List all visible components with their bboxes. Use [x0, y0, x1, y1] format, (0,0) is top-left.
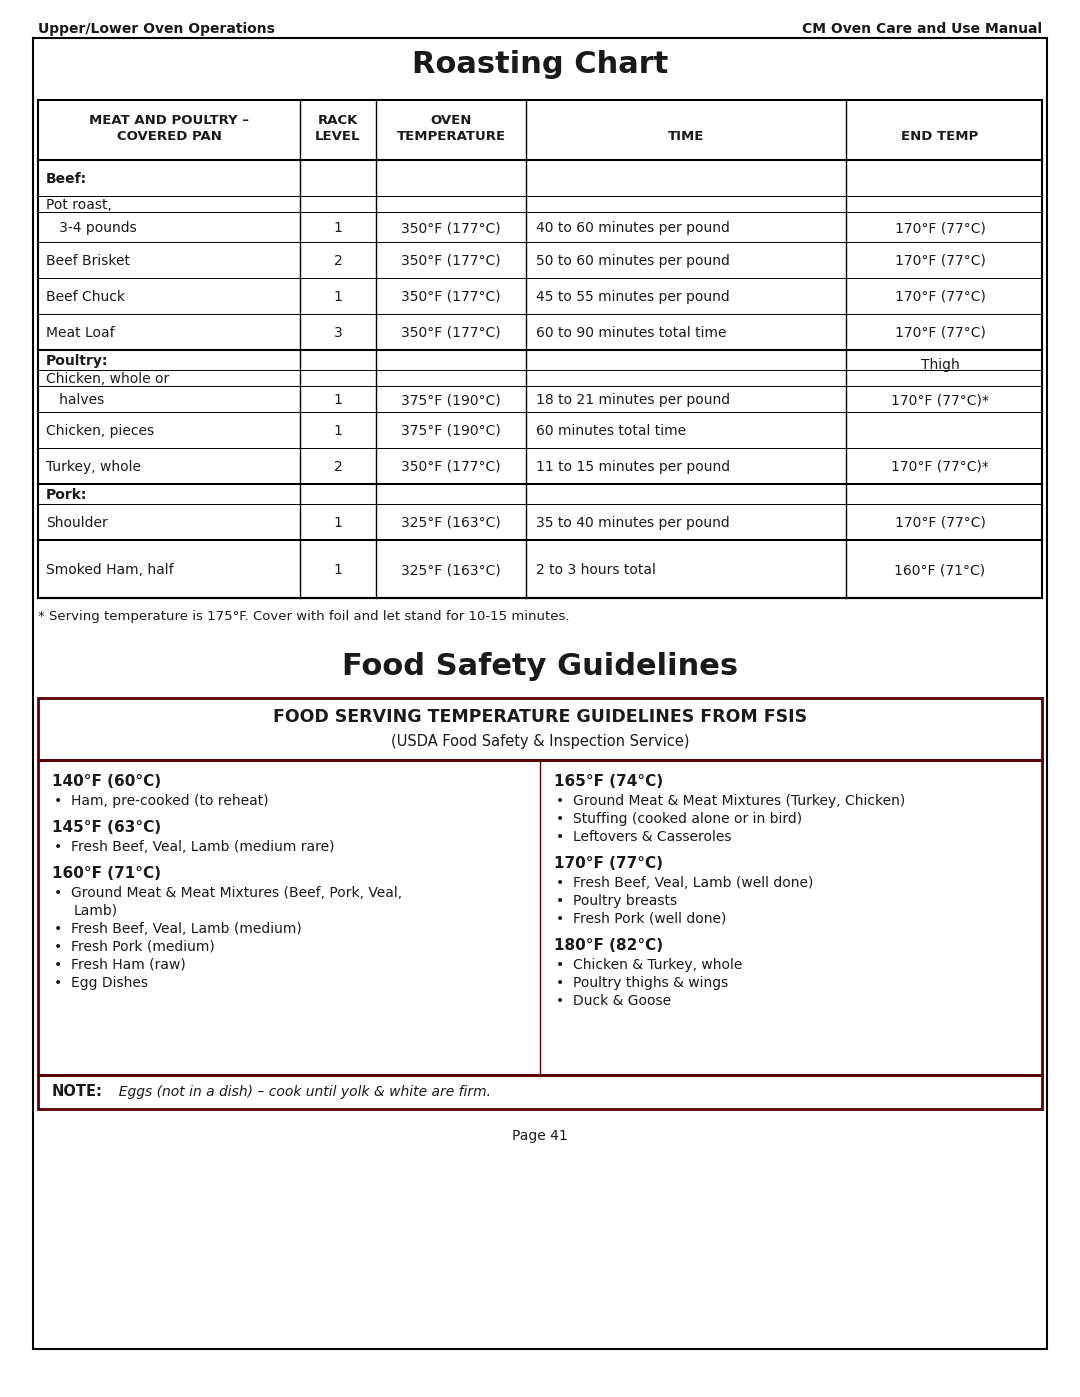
- Text: 40 to 60 minutes per pound: 40 to 60 minutes per pound: [536, 221, 730, 235]
- Text: •  Ground Meat & Meat Mixtures (Beef, Pork, Veal,: • Ground Meat & Meat Mixtures (Beef, Por…: [54, 886, 402, 900]
- Text: Meat Loaf: Meat Loaf: [46, 326, 114, 339]
- Text: 325°F (163°C): 325°F (163°C): [401, 563, 501, 577]
- Text: Eggs (not in a dish) – cook until yolk & white are firm.: Eggs (not in a dish) – cook until yolk &…: [110, 1085, 491, 1099]
- Text: COVERED PAN: COVERED PAN: [117, 130, 221, 142]
- Text: 35 to 40 minutes per pound: 35 to 40 minutes per pound: [536, 515, 730, 529]
- Text: 60 to 90 minutes total time: 60 to 90 minutes total time: [536, 326, 727, 339]
- Text: 350°F (177°C): 350°F (177°C): [401, 460, 501, 474]
- Text: 170°F (77°C): 170°F (77°C): [554, 856, 663, 870]
- Text: •  Fresh Beef, Veal, Lamb (medium rare): • Fresh Beef, Veal, Lamb (medium rare): [54, 840, 335, 854]
- Text: •  Egg Dishes: • Egg Dishes: [54, 977, 148, 990]
- Text: FOOD SERVING TEMPERATURE GUIDELINES FROM FSIS: FOOD SERVING TEMPERATURE GUIDELINES FROM…: [273, 708, 807, 726]
- Text: 45 to 55 minutes per pound: 45 to 55 minutes per pound: [536, 291, 730, 305]
- Text: 2 to 3 hours total: 2 to 3 hours total: [536, 563, 656, 577]
- Text: (USDA Food Safety & Inspection Service): (USDA Food Safety & Inspection Service): [391, 733, 689, 749]
- Text: 375°F (190°C): 375°F (190°C): [401, 425, 501, 439]
- Text: Chicken, whole or: Chicken, whole or: [46, 372, 170, 386]
- Text: OVEN: OVEN: [430, 115, 472, 127]
- Text: Beef:: Beef:: [46, 172, 87, 186]
- Text: 2: 2: [334, 254, 342, 268]
- Bar: [38, 101, 1042, 161]
- Text: 3: 3: [334, 326, 342, 339]
- Text: 350°F (177°C): 350°F (177°C): [401, 221, 501, 235]
- Text: •  Ground Meat & Meat Mixtures (Turkey, Chicken): • Ground Meat & Meat Mixtures (Turkey, C…: [556, 793, 905, 807]
- Text: Beef Chuck: Beef Chuck: [46, 291, 125, 305]
- Text: 11 to 15 minutes per pound: 11 to 15 minutes per pound: [536, 460, 730, 474]
- Text: Poultry:: Poultry:: [46, 353, 108, 367]
- Text: 1: 1: [334, 221, 342, 235]
- Text: 170°F (77°C)*: 170°F (77°C)*: [891, 393, 989, 407]
- Text: •  Poultry thighs & wings: • Poultry thighs & wings: [556, 977, 728, 990]
- Text: 170°F (77°C): 170°F (77°C): [894, 254, 985, 268]
- Text: 170°F (77°C)*: 170°F (77°C)*: [891, 460, 989, 474]
- Text: NOTE:: NOTE:: [52, 1084, 103, 1099]
- Text: 165°F (74°C): 165°F (74°C): [554, 774, 663, 789]
- Text: •  Fresh Pork (well done): • Fresh Pork (well done): [556, 912, 727, 926]
- Text: •  Poultry breasts: • Poultry breasts: [556, 894, 677, 908]
- Text: •  Stuffing (cooked alone or in bird): • Stuffing (cooked alone or in bird): [556, 812, 802, 826]
- Text: 50 to 60 minutes per pound: 50 to 60 minutes per pound: [536, 254, 730, 268]
- Text: CM Oven Care and Use Manual: CM Oven Care and Use Manual: [801, 22, 1042, 36]
- Bar: [38, 760, 1042, 1076]
- Text: 350°F (177°C): 350°F (177°C): [401, 326, 501, 339]
- Text: 160°F (71°C): 160°F (71°C): [894, 563, 986, 577]
- Text: 2: 2: [334, 460, 342, 474]
- Text: Chicken, pieces: Chicken, pieces: [46, 425, 154, 439]
- Text: 170°F (77°C): 170°F (77°C): [894, 326, 985, 339]
- Text: TEMPERATURE: TEMPERATURE: [396, 130, 505, 142]
- Text: RACK: RACK: [318, 115, 359, 127]
- Text: TIME: TIME: [667, 130, 704, 142]
- Text: •  Duck & Goose: • Duck & Goose: [556, 995, 671, 1009]
- Text: LEVEL: LEVEL: [315, 130, 361, 142]
- Text: Shoulder: Shoulder: [46, 515, 108, 529]
- Text: •  Fresh Beef, Veal, Lamb (medium): • Fresh Beef, Veal, Lamb (medium): [54, 922, 301, 936]
- Text: 1: 1: [334, 291, 342, 305]
- Text: 350°F (177°C): 350°F (177°C): [401, 291, 501, 305]
- Text: •  Ham, pre-cooked (to reheat): • Ham, pre-cooked (to reheat): [54, 793, 269, 807]
- Text: 140°F (60°C): 140°F (60°C): [52, 774, 161, 789]
- Text: 170°F (77°C): 170°F (77°C): [894, 291, 985, 305]
- Text: 170°F (77°C): 170°F (77°C): [894, 515, 985, 529]
- Text: 180°F (82°C): 180°F (82°C): [554, 937, 663, 953]
- Text: Thigh: Thigh: [920, 358, 959, 372]
- Text: 160°F (71°C): 160°F (71°C): [52, 866, 161, 882]
- Text: Roasting Chart: Roasting Chart: [411, 50, 669, 80]
- Text: •  Fresh Beef, Veal, Lamb (well done): • Fresh Beef, Veal, Lamb (well done): [556, 876, 813, 890]
- Text: Beef Brisket: Beef Brisket: [46, 254, 130, 268]
- Text: 3-4 pounds: 3-4 pounds: [46, 221, 137, 235]
- Text: 325°F (163°C): 325°F (163°C): [401, 515, 501, 529]
- Bar: [38, 101, 1042, 598]
- Text: 145°F (63°C): 145°F (63°C): [52, 820, 161, 835]
- Text: Turkey, whole: Turkey, whole: [46, 460, 141, 474]
- Text: •  Fresh Ham (raw): • Fresh Ham (raw): [54, 958, 186, 972]
- Text: 1: 1: [334, 425, 342, 439]
- Text: Food Safety Guidelines: Food Safety Guidelines: [342, 652, 738, 680]
- Text: 350°F (177°C): 350°F (177°C): [401, 254, 501, 268]
- Text: •  Chicken & Turkey, whole: • Chicken & Turkey, whole: [556, 958, 742, 972]
- Text: 60 minutes total time: 60 minutes total time: [536, 425, 686, 439]
- Text: Upper/Lower Oven Operations: Upper/Lower Oven Operations: [38, 22, 275, 36]
- Text: 170°F (77°C): 170°F (77°C): [894, 221, 985, 235]
- Text: •  Fresh Pork (medium): • Fresh Pork (medium): [54, 940, 215, 954]
- Bar: [38, 1076, 1042, 1109]
- Text: 375°F (190°C): 375°F (190°C): [401, 393, 501, 407]
- Text: •  Leftovers & Casseroles: • Leftovers & Casseroles: [556, 830, 731, 844]
- Text: Pork:: Pork:: [46, 488, 87, 502]
- Text: 1: 1: [334, 515, 342, 529]
- Text: 1: 1: [334, 563, 342, 577]
- Text: END TEMP: END TEMP: [902, 130, 978, 142]
- Text: 18 to 21 minutes per pound: 18 to 21 minutes per pound: [536, 393, 730, 407]
- Text: Smoked Ham, half: Smoked Ham, half: [46, 563, 174, 577]
- Text: 1: 1: [334, 393, 342, 407]
- Text: MEAT AND POULTRY –: MEAT AND POULTRY –: [89, 115, 249, 127]
- Bar: [38, 698, 1042, 760]
- Text: Lamb): Lamb): [75, 904, 118, 918]
- Text: * Serving temperature is 175°F. Cover with foil and let stand for 10-15 minutes.: * Serving temperature is 175°F. Cover wi…: [38, 610, 569, 623]
- Text: Page 41: Page 41: [512, 1129, 568, 1143]
- Text: halves: halves: [46, 393, 105, 407]
- Text: Pot roast,: Pot roast,: [46, 198, 112, 212]
